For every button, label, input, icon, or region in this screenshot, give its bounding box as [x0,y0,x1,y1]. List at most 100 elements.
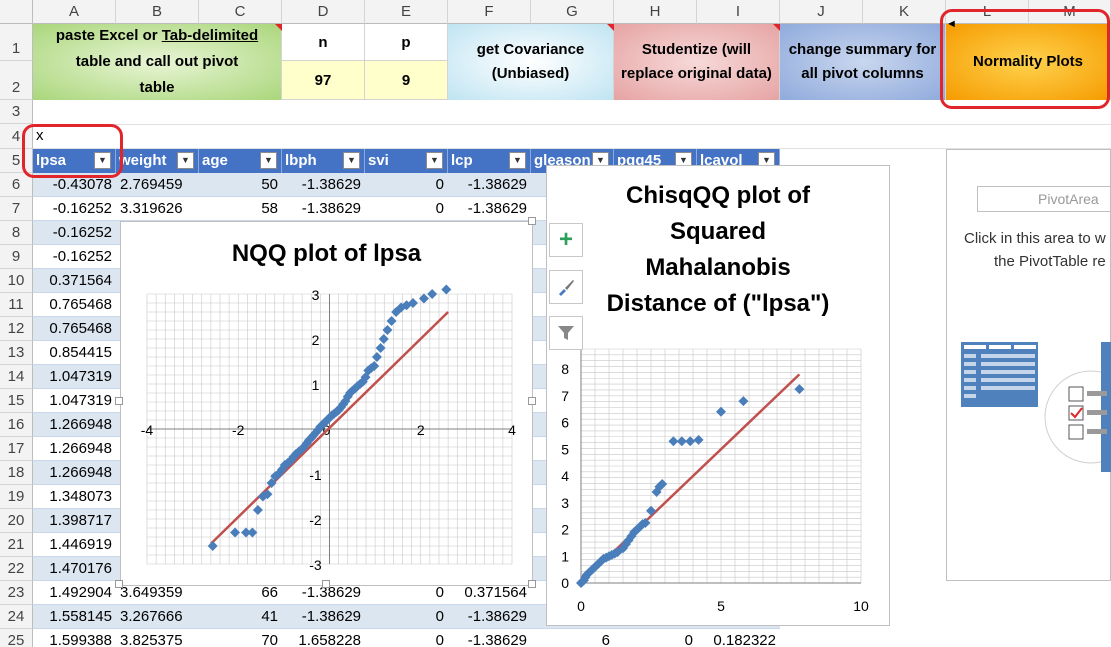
table-cell[interactable]: 1.266948 [49,440,112,457]
normality-plots-button[interactable]: Normality Plots [946,24,1111,100]
select-all-corner[interactable] [0,0,33,24]
data-point[interactable] [230,527,241,538]
table-cell[interactable]: 70 [261,632,278,647]
data-point[interactable] [657,479,668,490]
column-header-i[interactable]: I [697,0,780,24]
data-point[interactable] [298,442,309,452]
row-header-13[interactable]: 13 [0,341,33,365]
data-point[interactable] [252,505,263,515]
table-cell[interactable]: 0.182322 [713,632,776,647]
table-cell[interactable]: 1.599388 [49,632,112,647]
row-header-20[interactable]: 20 [0,509,33,533]
filter-dropdown-icon[interactable]: ▼ [509,152,526,169]
data-point[interactable] [629,527,640,538]
row-header-3[interactable]: 3 [0,100,33,124]
table-cell[interactable]: 1.047319 [49,368,112,385]
data-point[interactable] [618,543,628,554]
table-cell[interactable]: 0 [435,200,444,217]
table-cell[interactable]: 3.267666 [120,608,183,625]
table-cell[interactable]: 1.492904 [49,584,112,601]
get-covariance-button[interactable]: get Covariance (Unbiased) [448,24,614,100]
data-point[interactable] [427,289,438,299]
table-row[interactable]: 1.599388 3.825375 70 1.658228 0 -1.38629 6 0 0.1… [33,629,780,647]
table-cell[interactable]: 41 [261,608,278,625]
row-header-9[interactable]: 9 [0,245,33,269]
table-cell[interactable]: -1.38629 [301,584,361,601]
table-cell[interactable]: 0 [684,632,693,647]
nqq-plot-area[interactable]: -4-2024321-1-2-3 [121,222,534,587]
column-header-h[interactable]: H [614,0,697,24]
row-header-6[interactable]: 6 [0,173,33,197]
data-point[interactable] [668,436,679,447]
data-point[interactable] [587,564,598,575]
table-header-svi[interactable]: svi ▼ [365,149,448,173]
table-cell[interactable]: 0 [435,176,444,193]
change-summary-button[interactable]: change summary for all pivot columns [780,24,946,100]
chart-elements-plus-icon[interactable]: + [549,223,583,257]
table-cell[interactable]: 0.371564 [49,272,112,289]
table-header-lpsa[interactable]: lpsa ▼ [33,149,116,173]
column-header-e[interactable]: E [365,0,448,24]
table-cell[interactable]: 50 [261,176,278,193]
table-cell[interactable]: 0 [435,584,444,601]
data-point[interactable] [612,547,623,558]
data-point[interactable] [685,436,696,447]
data-point[interactable] [386,316,397,326]
data-point[interactable] [654,481,665,492]
data-point[interactable] [646,505,656,516]
data-point[interactable] [241,527,252,538]
row-header-15[interactable]: 15 [0,389,33,413]
data-point[interactable] [716,406,726,417]
data-point[interactable] [360,372,371,383]
data-point[interactable] [382,325,393,335]
row-header-16[interactable]: 16 [0,413,33,437]
table-cell[interactable]: 1.348073 [49,488,112,505]
row-header-22[interactable]: 22 [0,557,33,581]
table-cell[interactable]: -0.16252 [52,248,112,265]
chisq-chart[interactable]: ChisqQQ plot of Squared Mahalanobis Dist… [546,165,890,626]
table-cell[interactable]: 0.371564 [464,584,527,601]
data-point[interactable] [418,293,429,304]
table-cell[interactable]: 1.558145 [49,608,112,625]
resize-handle[interactable] [528,580,536,588]
table-cell[interactable]: 1.398717 [49,512,112,529]
table-cell[interactable]: -1.38629 [301,176,361,193]
row-header-23[interactable]: 23 [0,581,33,605]
data-point[interactable] [441,284,452,295]
table-cell[interactable]: 1.266948 [49,416,112,433]
studentize-button[interactable]: Studentize (will replace original data) [614,24,780,100]
table-cell[interactable]: 0.854415 [49,344,112,361]
row-header-21[interactable]: 21 [0,533,33,557]
table-cell[interactable]: 6 [601,632,610,647]
table-cell[interactable]: 0.765468 [49,296,112,313]
table-cell[interactable]: 1.658228 [298,632,361,647]
data-point[interactable] [207,541,218,551]
data-point[interactable] [676,436,687,447]
table-cell[interactable]: -1.38629 [467,632,527,647]
row-header-17[interactable]: 17 [0,437,33,461]
table-cell[interactable]: -0.43078 [52,176,112,193]
filter-dropdown-icon[interactable]: ▼ [260,152,277,169]
column-header-c[interactable]: C [199,0,282,24]
filter-dropdown-icon[interactable]: ▼ [426,152,443,169]
pivot-area-box[interactable]: PivotArea [977,186,1111,212]
table-cell[interactable]: 3.649359 [120,584,183,601]
data-point[interactable] [257,491,268,502]
column-header-g[interactable]: G [531,0,614,24]
column-header-k[interactable]: K [863,0,946,24]
data-point[interactable] [595,556,606,567]
table-cell[interactable]: 58 [261,200,278,217]
table-cell[interactable]: 0 [435,608,444,625]
table-header-lcp[interactable]: lcp ▼ [448,149,531,173]
filter-dropdown-icon[interactable]: ▼ [343,152,360,169]
data-point[interactable] [794,384,805,395]
table-cell[interactable]: -1.38629 [467,176,527,193]
data-point[interactable] [407,298,418,308]
column-header-j[interactable]: J [780,0,863,24]
row-header-7[interactable]: 7 [0,197,33,221]
data-point[interactable] [266,478,277,488]
pivot-table-placeholder[interactable]: PivotArea Click in this area to w the Pi… [946,149,1111,581]
data-point[interactable] [693,434,704,445]
column-header-f[interactable]: F [448,0,531,24]
